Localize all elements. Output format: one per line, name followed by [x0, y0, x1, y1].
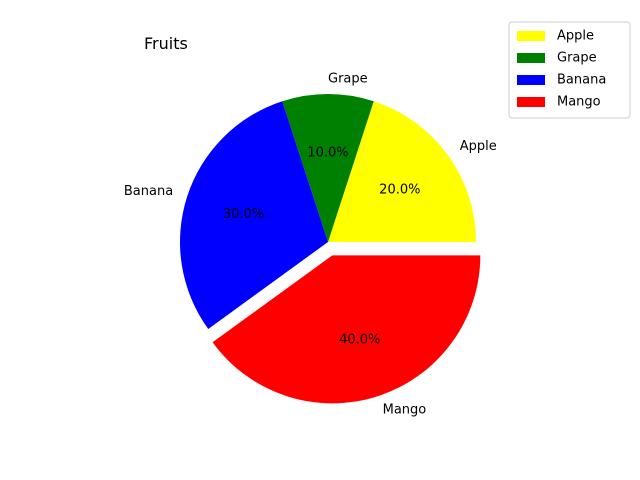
- percent-label-banana: 30.0%: [223, 207, 264, 222]
- pie-slices: [179, 94, 481, 404]
- legend-label-banana: Banana: [557, 73, 606, 88]
- legend-swatch-mango: [517, 97, 545, 107]
- percent-label-grape: 10.0%: [307, 146, 348, 161]
- percent-label-apple: 20.0%: [379, 182, 420, 197]
- slice-label-banana: Banana: [124, 184, 173, 199]
- pie-slice-grape: [282, 94, 374, 243]
- slice-labels: Apple Grape Banana Mango: [124, 72, 497, 418]
- percent-label-mango: 40.0%: [339, 332, 380, 347]
- chart-title: Fruits: [144, 34, 188, 53]
- slice-label-mango: Mango: [383, 403, 427, 418]
- legend-swatch-apple: [517, 31, 545, 41]
- percent-labels: 20.0% 10.0% 30.0% 40.0%: [223, 146, 421, 348]
- slice-label-apple: Apple: [460, 139, 497, 154]
- legend-swatch-banana: [517, 75, 545, 85]
- pie-slice-banana: [179, 101, 328, 329]
- slice-label-grape: Grape: [328, 72, 368, 87]
- pie-slice-mango: [212, 255, 481, 404]
- legend-frame: [508, 21, 631, 119]
- legend-label-apple: Apple: [557, 29, 594, 44]
- legend-swatch-grape: [517, 53, 545, 63]
- pie-slice-apple: [328, 101, 476, 242]
- legend-label-mango: Mango: [557, 95, 601, 110]
- legend: Apple Grape Banana Mango: [508, 21, 631, 119]
- legend-label-grape: Grape: [557, 51, 597, 66]
